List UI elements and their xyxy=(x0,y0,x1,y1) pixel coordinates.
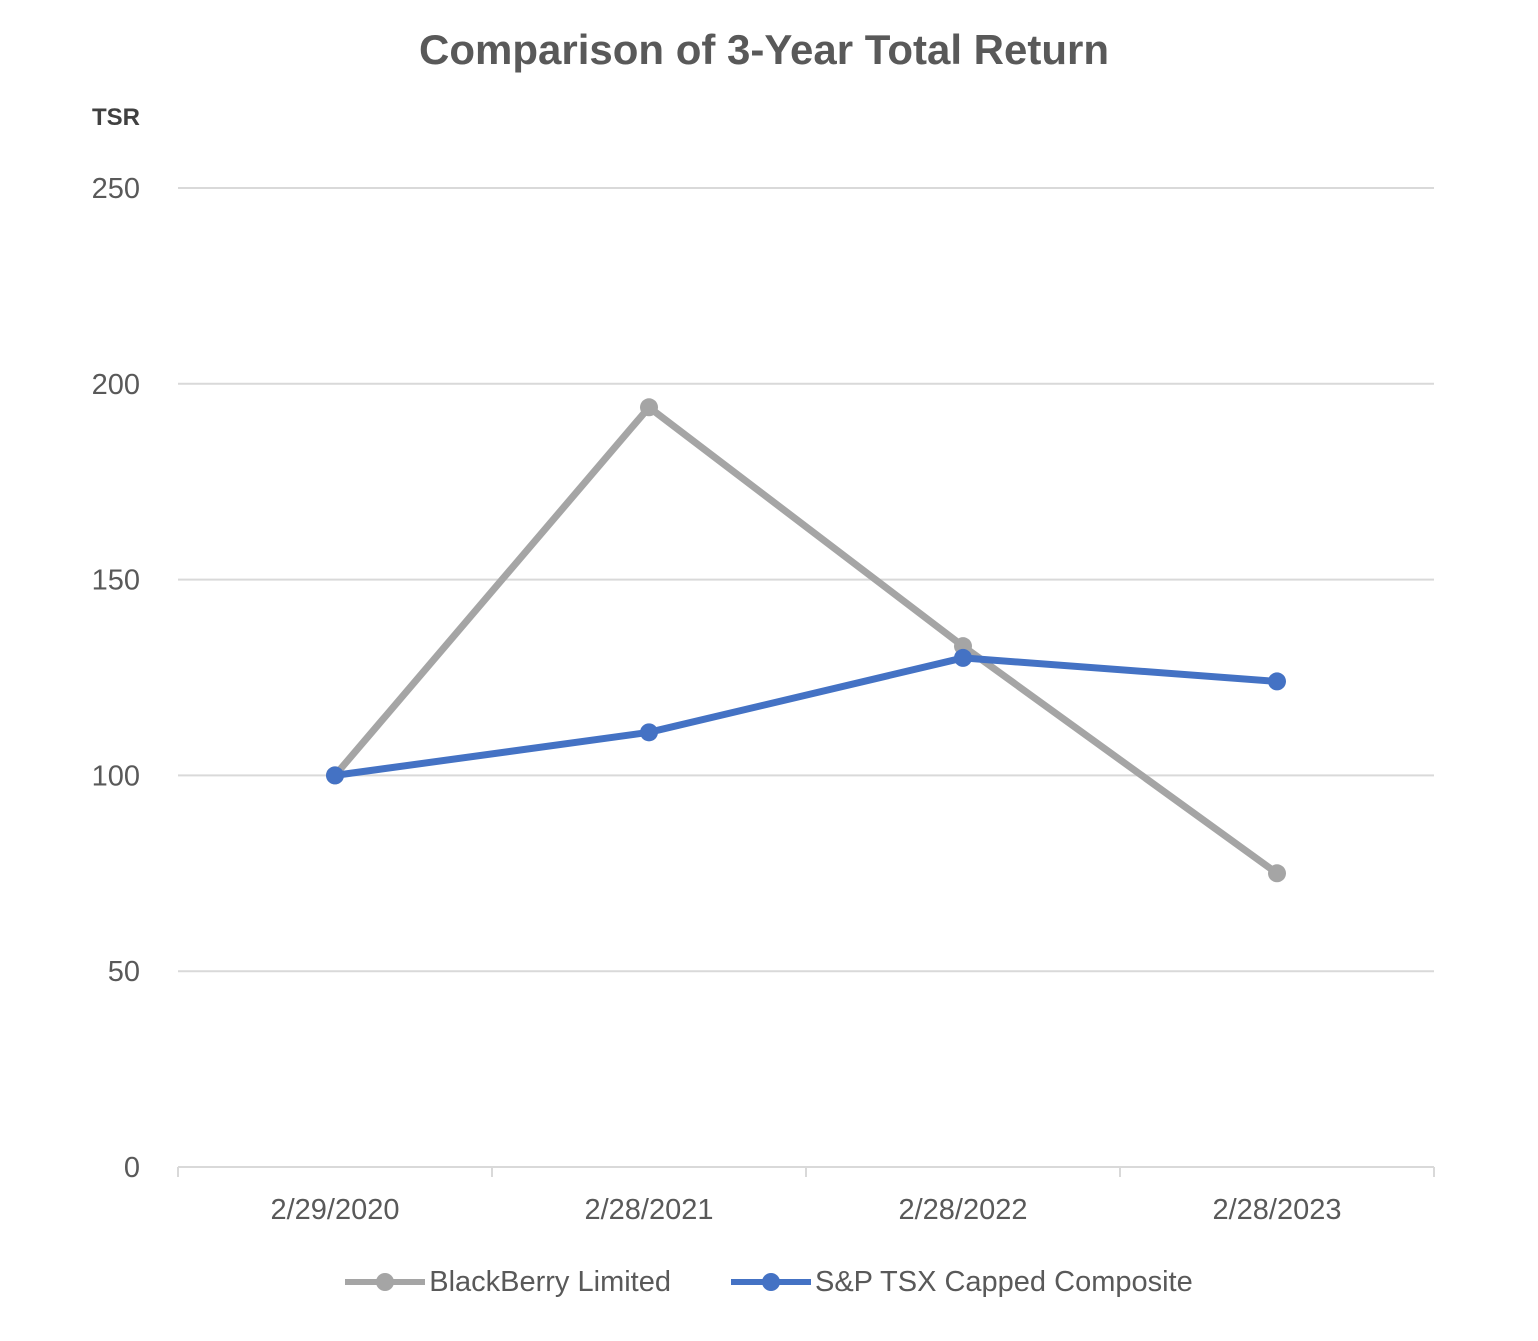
x-axis xyxy=(177,1166,1435,1177)
data-point xyxy=(326,766,344,785)
data-point xyxy=(954,648,972,667)
series-line xyxy=(331,654,1281,779)
legend-label: S&P TSX Capped Composite xyxy=(814,1265,1193,1298)
y-tick-label: 50 xyxy=(108,956,140,988)
data-point xyxy=(1268,864,1286,883)
legend: BlackBerry Limited S&P TSX Capped Composi… xyxy=(0,1262,1538,1302)
y-tick-label: 0 xyxy=(124,1152,140,1184)
series-line xyxy=(331,403,1281,877)
y-axis-label: TSR xyxy=(92,104,140,131)
y-tick-label: 250 xyxy=(92,173,140,205)
x-tick-label: 2/28/2022 xyxy=(898,1194,1027,1226)
x-tick-label: 2/29/2020 xyxy=(270,1194,399,1226)
x-axis-ticks: 2/29/2020 2/28/2021 2/28/2022 2/28/2023 xyxy=(270,1194,1341,1226)
legend-label: BlackBerry Limited xyxy=(429,1265,671,1298)
x-tick-label: 2/28/2023 xyxy=(1212,1194,1341,1226)
legend-item: BlackBerry Limited xyxy=(345,1262,671,1302)
y-tick-label: 200 xyxy=(92,369,140,401)
y-tick-label: 100 xyxy=(92,760,140,792)
series-sp-tsx xyxy=(326,648,1286,785)
chart-title: Comparison of 3-Year Total Return xyxy=(419,26,1109,73)
series-blackberry xyxy=(326,398,1286,883)
data-point xyxy=(640,723,658,742)
data-point xyxy=(640,398,658,417)
y-tick-label: 150 xyxy=(92,565,140,597)
legend-swatch-marker xyxy=(376,1273,395,1291)
legend-swatch-marker xyxy=(761,1273,780,1291)
legend-swatch xyxy=(345,1262,426,1302)
x-tick-label: 2/28/2021 xyxy=(584,1194,713,1226)
data-point xyxy=(1268,672,1286,691)
legend-item: S&P TSX Capped Composite xyxy=(730,1262,1193,1302)
gridlines xyxy=(178,187,1434,973)
legend-swatch xyxy=(730,1262,811,1302)
y-axis-ticks: 0 50 100 150 200 250 xyxy=(92,173,140,1184)
series xyxy=(326,398,1286,883)
